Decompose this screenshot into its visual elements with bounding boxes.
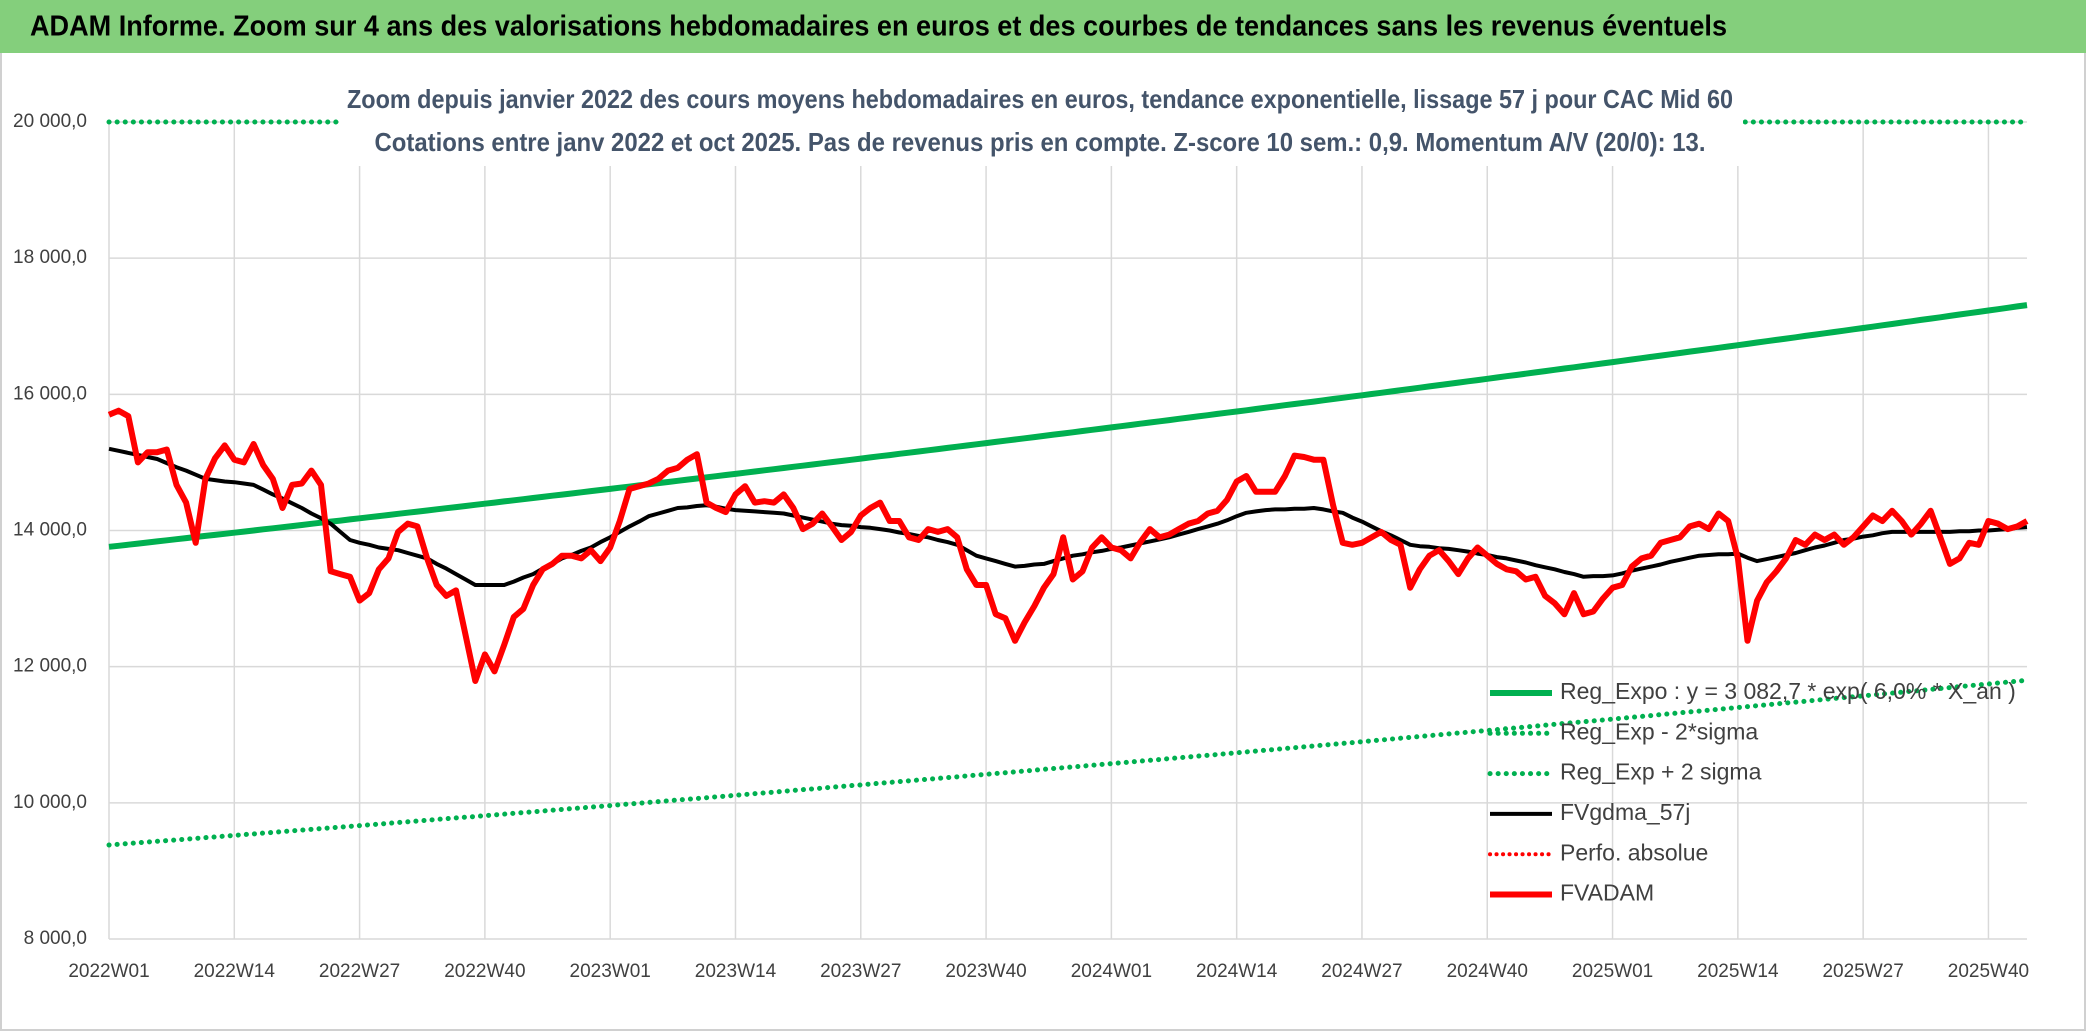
x-tick-label: 2023W01 xyxy=(570,961,651,982)
legend-label: FVgdma_57j xyxy=(1560,799,1690,825)
series-line xyxy=(107,407,2029,684)
series-line xyxy=(106,677,2030,848)
x-tick-label: 2025W27 xyxy=(1822,961,1903,982)
axes: 8 000,0 10 000,0 12 000,0 14 000,0 16 000,0 1… xyxy=(13,111,2029,982)
x-tick-label: 2022W40 xyxy=(444,961,525,982)
y-tick-label: 10 000,0 xyxy=(13,792,87,813)
header-bar xyxy=(0,0,2086,53)
y-tick-label: 20 000,0 xyxy=(13,111,87,132)
y-tick-label: 8 000,0 xyxy=(24,928,87,949)
chart-subtitle: Cotations entre janv 2022 et oct 2025. P… xyxy=(375,127,1706,157)
x-tick-label: 2022W27 xyxy=(319,961,400,982)
y-tick-label: 12 000,0 xyxy=(13,656,87,677)
x-tick-label: 2023W27 xyxy=(820,961,901,982)
x-tick-label: 2025W40 xyxy=(1948,961,2029,982)
chart-title: ADAM Informe. Zoom sur 4 ans des valoris… xyxy=(30,11,1727,43)
x-tick-label: 2024W01 xyxy=(1071,961,1152,982)
legend-label: Perfo. absolue xyxy=(1560,839,1708,865)
legend-label: Reg_Expo : y = 3 082,7 * exp( 6,0% * X_a… xyxy=(1560,678,2016,704)
subtitle-box xyxy=(339,80,1743,166)
legend-label: Reg_Exp - 2*sigma xyxy=(1560,718,1758,744)
x-tick-label: 2023W14 xyxy=(695,961,777,982)
x-tick-label: 2022W01 xyxy=(68,961,149,982)
x-tick-label: 2025W01 xyxy=(1572,961,1653,982)
x-tick-label: 2024W40 xyxy=(1447,961,1528,982)
x-tick-label: 2023W40 xyxy=(945,961,1026,982)
y-tick-label: 18 000,0 xyxy=(13,247,87,268)
legend-label: FVADAM xyxy=(1560,880,1654,906)
legend-label: Reg_Exp + 2 sigma xyxy=(1560,759,1762,785)
series-line xyxy=(108,302,2028,550)
x-tick-label: 2025W14 xyxy=(1697,961,1779,982)
legend: Reg_Expo : y = 3 082,7 * exp( 6,0% * X_a… xyxy=(1487,678,2016,906)
x-tick-label: 2024W14 xyxy=(1196,961,1278,982)
x-tick-label: 2022W14 xyxy=(194,961,276,982)
chart-subtitle: Zoom depuis janvier 2022 des cours moyen… xyxy=(347,84,1733,114)
x-tick-label: 2024W27 xyxy=(1321,961,1402,982)
y-tick-label: 14 000,0 xyxy=(13,520,87,541)
y-tick-label: 16 000,0 xyxy=(13,383,87,404)
